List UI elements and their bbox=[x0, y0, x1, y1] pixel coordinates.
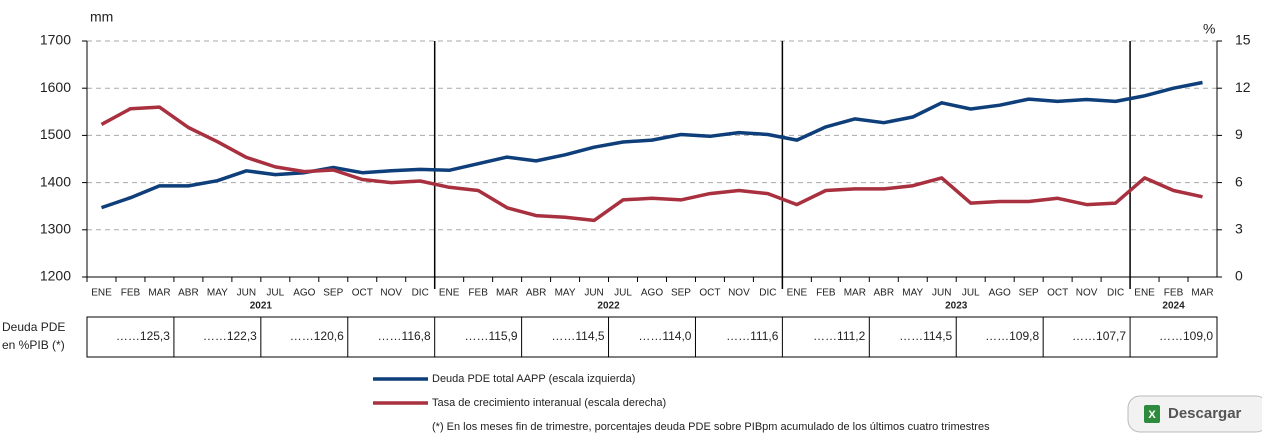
y-unit: mm bbox=[90, 9, 113, 25]
x-tick-label: OCT bbox=[1047, 288, 1068, 299]
x-tick-label: AGO bbox=[293, 288, 315, 299]
table-cell: ……109,8 bbox=[985, 329, 1039, 343]
x-tick-label: JUL bbox=[266, 288, 284, 299]
table-cell: ……109,0 bbox=[1159, 329, 1213, 343]
x-tick-label: ABR bbox=[178, 288, 199, 299]
table-cell: ……107,7 bbox=[1072, 329, 1126, 343]
x-tick-label: AGO bbox=[989, 288, 1011, 299]
x-tick-label: NOV bbox=[728, 288, 750, 299]
x-tick-label: OCT bbox=[352, 288, 373, 299]
x-tick-label: FEB bbox=[121, 288, 141, 299]
year-label: 2022 bbox=[597, 301, 620, 312]
y-tick-label: 1500 bbox=[40, 126, 71, 142]
y-tick-label: 1300 bbox=[40, 221, 71, 237]
download-button[interactable]: X Descargar bbox=[1127, 395, 1262, 433]
y-tick-label: 1400 bbox=[40, 173, 71, 189]
x-tick-label: FEB bbox=[1164, 288, 1184, 299]
x-tick-label: MAY bbox=[902, 288, 923, 299]
legend-label: Deuda PDE total AAPP (escala izquierda) bbox=[432, 373, 635, 385]
y2-tick-label: 15 bbox=[1235, 32, 1251, 48]
series-line bbox=[100, 105, 1203, 223]
x-tick-label: JUN bbox=[237, 288, 256, 299]
x-tick-label: OCT bbox=[699, 288, 720, 299]
x-tick-label: ABR bbox=[874, 288, 895, 299]
button-label[interactable]: Descargar bbox=[1168, 405, 1242, 422]
x-tick-label: MAY bbox=[207, 288, 228, 299]
y2-tick-label: 12 bbox=[1235, 79, 1251, 95]
x-tick-label: ABR bbox=[526, 288, 547, 299]
table-row-label: en %PIB (*) bbox=[2, 338, 65, 352]
table-cell: ……125,3 bbox=[116, 329, 170, 343]
icon-glyph: X bbox=[1148, 409, 1156, 421]
y-tick-label: 1200 bbox=[40, 268, 71, 284]
x-tick-label: NOV bbox=[380, 288, 402, 299]
y2-tick-label: 6 bbox=[1235, 173, 1243, 189]
x-tick-label: MAR bbox=[1191, 288, 1213, 299]
table-cell: ……114,5 bbox=[899, 329, 952, 343]
x-tick-label: DIC bbox=[759, 288, 776, 299]
x-tick-label: MAR bbox=[496, 288, 518, 299]
table-row-label: Deuda PDE bbox=[2, 320, 65, 334]
table-cell: ……116,8 bbox=[378, 329, 431, 343]
x-tick-label: DIC bbox=[1107, 288, 1124, 299]
x-tick-label: MAR bbox=[844, 288, 866, 299]
year-label: 2021 bbox=[250, 301, 273, 312]
x-tick-label: AGO bbox=[641, 288, 663, 299]
table-cell: ……111,6 bbox=[726, 329, 779, 343]
y2-tick-label: 9 bbox=[1235, 126, 1243, 142]
year-label: 2023 bbox=[945, 301, 968, 312]
table-cell: ……120,6 bbox=[290, 329, 344, 343]
footnote: (*) En los meses fin de trimestre, porce… bbox=[432, 421, 990, 433]
table-cell: ……122,3 bbox=[203, 329, 257, 343]
x-tick-label: JUN bbox=[932, 288, 951, 299]
x-tick-label: JUN bbox=[584, 288, 603, 299]
y-tick-label: 1600 bbox=[40, 79, 71, 95]
x-tick-label: MAR bbox=[148, 288, 170, 299]
table-cell: ……111,2 bbox=[813, 329, 866, 343]
y2-tick-label: 3 bbox=[1235, 221, 1243, 237]
x-tick-label: ENE bbox=[787, 288, 808, 299]
x-tick-label: DIC bbox=[412, 288, 429, 299]
legend-label: Tasa de crecimiento interanual (escala d… bbox=[432, 397, 666, 409]
x-tick-label: NOV bbox=[1076, 288, 1098, 299]
table-cell: ……115,9 bbox=[464, 329, 517, 343]
x-tick-label: ENE bbox=[1134, 288, 1155, 299]
button-icon bbox=[1144, 405, 1160, 423]
x-tick-label: SEP bbox=[323, 288, 343, 299]
x-tick-label: SEP bbox=[1019, 288, 1039, 299]
y-tick-label: 1700 bbox=[40, 32, 71, 48]
x-tick-label: FEB bbox=[468, 288, 488, 299]
y2-unit: % bbox=[1203, 21, 1215, 37]
x-tick-label: ENE bbox=[439, 288, 460, 299]
button-frame[interactable] bbox=[1127, 395, 1262, 433]
x-tick-label: SEP bbox=[671, 288, 691, 299]
x-tick-label: MAY bbox=[555, 288, 576, 299]
y2-tick-label: 0 bbox=[1235, 268, 1243, 284]
x-tick-label: ENE bbox=[91, 288, 112, 299]
table-cell: ……114,0 bbox=[638, 329, 691, 343]
table-frame bbox=[86, 316, 1218, 358]
x-tick-label: FEB bbox=[816, 288, 836, 299]
series-line bbox=[100, 80, 1203, 210]
x-tick-label: JUL bbox=[614, 288, 632, 299]
x-tick-label: JUL bbox=[962, 288, 980, 299]
table-cell: ……114,5 bbox=[551, 329, 604, 343]
year-label: 2024 bbox=[1162, 301, 1185, 312]
